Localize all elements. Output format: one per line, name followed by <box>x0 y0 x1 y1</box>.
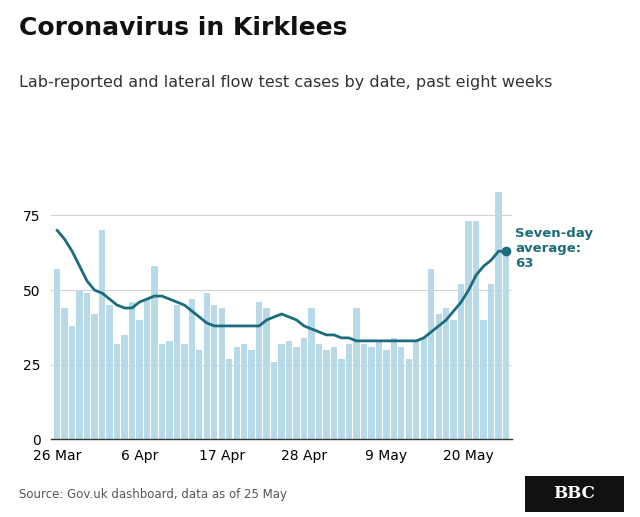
Bar <box>293 347 300 439</box>
Bar <box>189 299 195 439</box>
Text: Lab-reported and lateral flow test cases by date, past eight weeks: Lab-reported and lateral flow test cases… <box>19 75 552 90</box>
Bar <box>286 341 292 439</box>
Bar <box>106 305 113 439</box>
Bar <box>278 344 285 439</box>
Text: Coronavirus in Kirklees: Coronavirus in Kirklees <box>19 16 348 39</box>
Bar <box>226 359 232 439</box>
Bar <box>413 341 419 439</box>
Bar <box>420 338 427 439</box>
Bar <box>99 231 105 439</box>
Bar <box>219 308 225 439</box>
Bar <box>76 290 83 439</box>
Bar <box>443 308 449 439</box>
Bar <box>144 299 150 439</box>
Bar <box>69 326 76 439</box>
Bar <box>264 308 270 439</box>
Bar <box>495 191 502 439</box>
Bar <box>151 266 157 439</box>
Bar <box>204 293 210 439</box>
Bar <box>323 350 330 439</box>
Bar <box>84 293 90 439</box>
Bar <box>481 320 487 439</box>
Bar <box>248 350 255 439</box>
Bar <box>308 308 315 439</box>
Bar <box>196 350 202 439</box>
Bar <box>465 221 472 439</box>
Bar <box>390 338 397 439</box>
Bar <box>451 320 457 439</box>
Bar <box>376 341 382 439</box>
Bar <box>61 308 68 439</box>
Bar <box>181 344 188 439</box>
Bar <box>256 302 262 439</box>
Bar <box>234 347 240 439</box>
Text: Source: Gov.uk dashboard, data as of 25 May: Source: Gov.uk dashboard, data as of 25 … <box>19 489 287 501</box>
Bar <box>159 344 165 439</box>
Bar <box>54 269 60 439</box>
Bar <box>406 359 412 439</box>
Bar <box>136 320 143 439</box>
Bar <box>473 221 479 439</box>
Bar <box>368 347 374 439</box>
Bar <box>173 305 180 439</box>
Bar <box>435 314 442 439</box>
Bar <box>488 284 494 439</box>
Bar <box>361 344 367 439</box>
Text: BBC: BBC <box>554 485 595 502</box>
Bar <box>331 347 337 439</box>
Bar <box>301 338 307 439</box>
Bar <box>428 269 435 439</box>
Bar <box>166 341 173 439</box>
Bar <box>129 302 135 439</box>
Bar <box>339 359 344 439</box>
Bar <box>398 347 404 439</box>
Text: Seven-day
average:
63: Seven-day average: 63 <box>515 227 593 270</box>
Bar <box>346 344 352 439</box>
Bar <box>211 305 218 439</box>
Bar <box>241 344 248 439</box>
Bar <box>114 344 120 439</box>
Bar <box>122 335 128 439</box>
Bar <box>353 308 360 439</box>
Bar <box>458 284 464 439</box>
Bar <box>92 314 98 439</box>
Bar <box>503 251 509 439</box>
Bar <box>271 362 277 439</box>
Bar <box>316 344 322 439</box>
Bar <box>383 350 390 439</box>
